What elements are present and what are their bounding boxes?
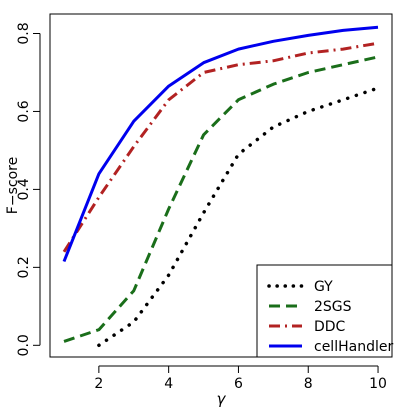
series-line-gy — [97, 86, 380, 348]
axes: 2 4 6 8 10 0.0 0.2 0.4 0.6 0.8 — [16, 22, 387, 392]
legend: GY 2SGS DDC cellHandler — [256, 264, 393, 358]
x-tick-label: 8 — [304, 376, 313, 392]
legend-box — [256, 264, 393, 358]
plot-frame — [49, 13, 393, 358]
x-tick-label: 10 — [369, 376, 387, 392]
y-tick-label: 0.2 — [16, 256, 32, 278]
legend-label: cellHandler — [314, 339, 393, 355]
x-tick-label: 4 — [164, 376, 173, 392]
legend-label: DDC — [314, 319, 346, 335]
y-tick-label: 0.0 — [16, 334, 32, 356]
series-layer — [62, 25, 380, 348]
x-tick-label: 6 — [234, 376, 243, 392]
x-tick-label: 2 — [94, 376, 103, 392]
y-axis-label: F−score — [5, 157, 21, 214]
y-tick-label: 0.8 — [16, 22, 32, 44]
y-tick-label: 0.6 — [16, 100, 32, 122]
legend-label: 2SGS — [314, 299, 352, 315]
series-line-cellhandler — [62, 25, 379, 263]
x-axis-label: γ — [217, 390, 227, 408]
y-tick-label: 0.4 — [16, 178, 32, 200]
series-line-ddc — [62, 41, 379, 253]
legend-label: GY — [314, 279, 333, 295]
